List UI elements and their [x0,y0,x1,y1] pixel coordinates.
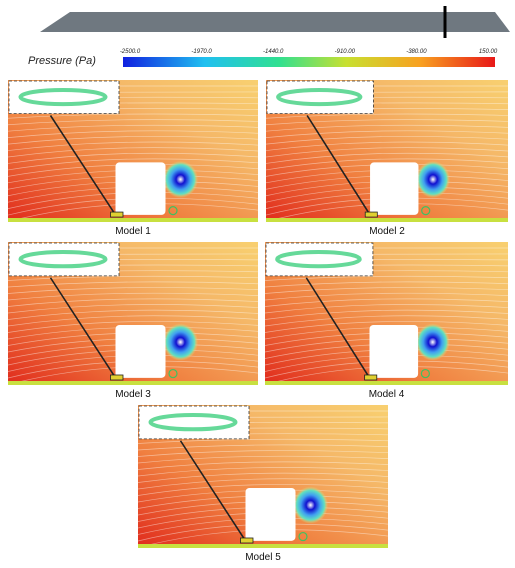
building [116,162,166,215]
vortex [293,487,328,524]
colorbar [123,57,495,67]
barrier-base [365,375,377,380]
colorbar-title: Pressure (Pa) [28,55,96,67]
vortex [416,161,450,198]
panel: Model 2 [266,80,508,237]
ground [266,218,508,222]
building [116,325,166,378]
colorbar-tick-label: -380.00 [406,49,427,55]
colorbar-tick-label: -910.00 [335,49,356,55]
panel-label: Model 2 [369,226,405,237]
ground [8,381,258,385]
colorbar-tick-label: -2500.0 [120,49,141,55]
barrier-base [241,538,254,543]
ground [265,381,508,385]
vortex [163,161,198,198]
inset [266,243,373,276]
inset [267,81,373,114]
panel-label: Model 1 [115,226,151,237]
train-silhouette [40,12,510,32]
building [369,325,418,378]
ground [138,544,388,548]
ground [8,218,258,222]
vortex [416,324,450,361]
panel: Model 5 [138,405,388,563]
panel-label: Model 3 [115,389,151,400]
barrier-base [111,212,124,217]
building [370,162,418,215]
figure: Pressure (Pa) Model 1 Model 2 Model 3 Model… [0,0,515,568]
panel: Model 1 [8,80,258,237]
inset [139,406,249,439]
barrier-base [365,212,377,217]
barrier-base [111,375,124,380]
panel: Model 4 [265,242,508,400]
panel-label: Model 4 [369,389,405,400]
inset [9,81,119,114]
colorbar-tick-label: -1440.0 [263,49,284,55]
panel-label: Model 5 [245,552,281,563]
vortex [163,324,198,361]
colorbar-tick-label: -1970.0 [191,49,212,55]
building [246,488,296,541]
colorbar-tick-label: 150.00 [479,49,498,55]
panel: Model 3 [8,242,258,400]
inset [9,243,119,276]
